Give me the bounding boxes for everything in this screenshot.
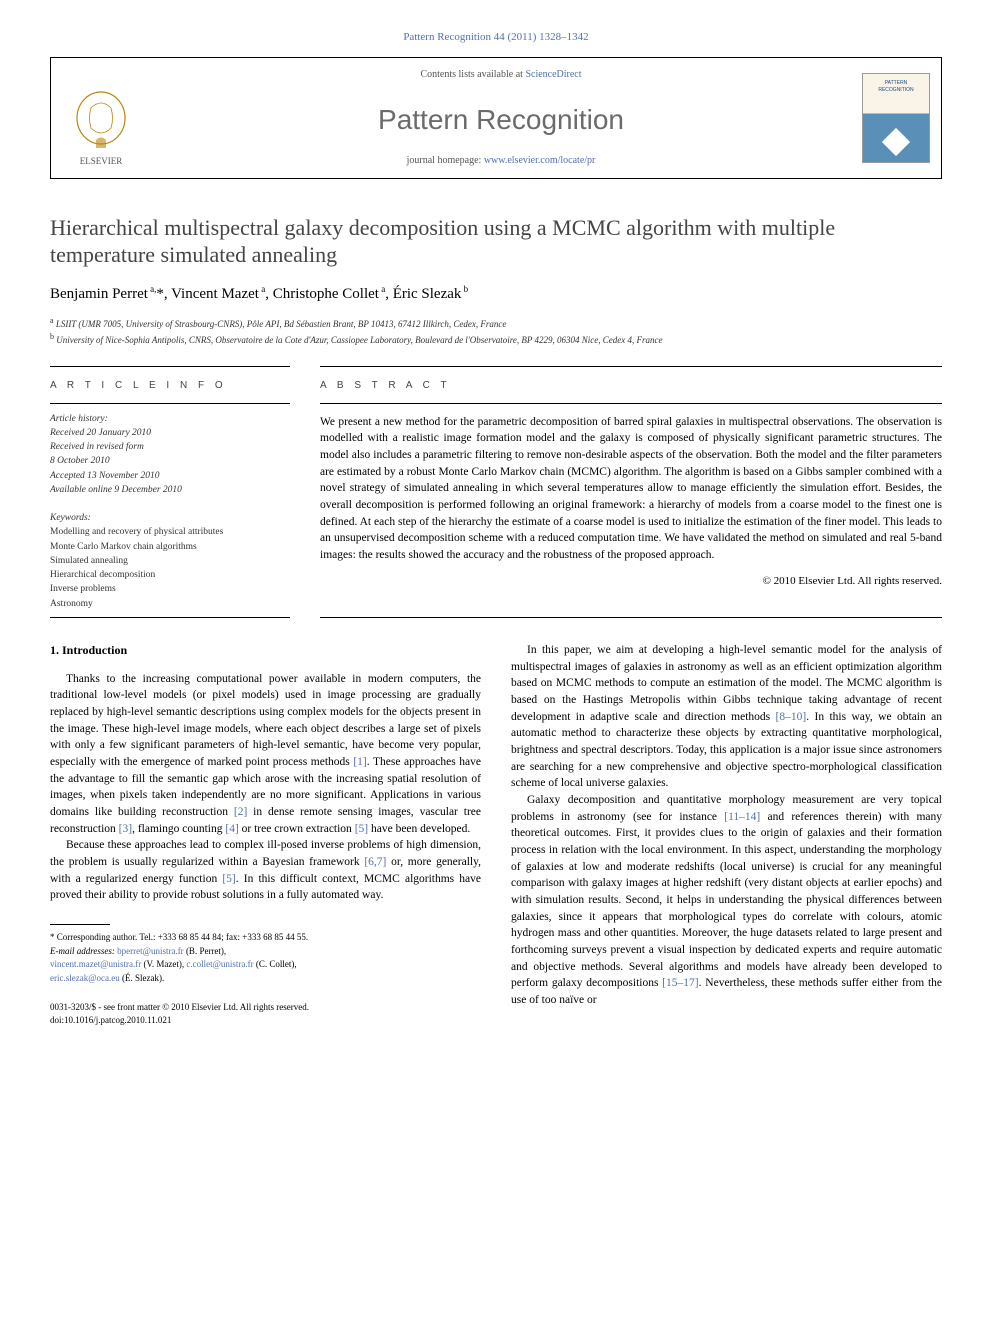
- email-perret[interactable]: bperret@unistra.fr: [117, 946, 184, 956]
- left-column: 1. Introduction Thanks to the increasing…: [50, 642, 481, 1026]
- keywords-label: Keywords:: [50, 511, 290, 525]
- ref-11-14[interactable]: [11–14]: [724, 811, 760, 823]
- keyword-3: Hierarchical decomposition: [50, 570, 155, 580]
- journal-reference: Pattern Recognition 44 (2011) 1328–1342: [50, 30, 942, 45]
- history-label: Article history:: [50, 414, 108, 424]
- footnote-rule: [50, 924, 110, 925]
- ref-5b[interactable]: [5]: [222, 873, 235, 885]
- abstract-column: A B S T R A C T We present a new method …: [320, 367, 942, 611]
- contents-lists-line: Contents lists available at ScienceDirec…: [151, 68, 851, 82]
- right-body-text: In this paper, we aim at developing a hi…: [511, 642, 942, 1009]
- issn-line: 0031-3203/$ - see front matter © 2010 El…: [50, 1001, 481, 1014]
- ref-6-7[interactable]: [6,7]: [364, 856, 386, 868]
- email-addresses: E-mail addresses: bperret@unistra.fr (B.…: [50, 945, 481, 986]
- ref-1[interactable]: [1]: [353, 756, 366, 768]
- email-label: E-mail addresses:: [50, 946, 117, 956]
- intro-para-3: In this paper, we aim at developing a hi…: [511, 642, 942, 792]
- affiliations: a LSIIT (UMR 7005, University of Strasbo…: [50, 315, 942, 348]
- email-mazet[interactable]: vincent.mazet@unistra.fr: [50, 959, 141, 969]
- received-date: Received 20 January 2010: [50, 428, 151, 438]
- keywords-block: Keywords: Modelling and recovery of phys…: [50, 511, 290, 611]
- accepted-date: Accepted 13 November 2010: [50, 471, 159, 481]
- intro-para-2: Because these approaches lead to complex…: [50, 837, 481, 904]
- affiliation-b: University of Nice-Sophia Antipolis, CNR…: [56, 335, 662, 345]
- keyword-1: Monte Carlo Markov chain algorithms: [50, 542, 197, 552]
- email-collet[interactable]: c.collet@unistra.fr: [186, 959, 253, 969]
- intro-para-1: Thanks to the increasing computational p…: [50, 671, 481, 838]
- ref-3[interactable]: [3]: [119, 823, 132, 835]
- abstract-inner-rule: [320, 403, 942, 404]
- ref-5[interactable]: [5]: [355, 823, 368, 835]
- contents-prefix: Contents lists available at: [420, 69, 525, 80]
- journal-header-box: ELSEVIER Contents lists available at Sci…: [50, 57, 942, 178]
- homepage-link[interactable]: www.elsevier.com/locate/pr: [484, 155, 596, 166]
- abstract-heading: A B S T R A C T: [320, 379, 942, 393]
- affiliation-a: LSIIT (UMR 7005, University of Strasbour…: [56, 319, 507, 329]
- abstract-bottom-rule: [320, 617, 942, 618]
- article-info-heading: A R T I C L E I N F O: [50, 379, 290, 393]
- cover-thumb-cell: [851, 58, 941, 177]
- article-title: Hierarchical multispectral galaxy decomp…: [50, 214, 942, 269]
- header-center: Contents lists available at ScienceDirec…: [151, 58, 851, 177]
- info-abstract-row: A R T I C L E I N F O Article history: R…: [50, 367, 942, 611]
- homepage-prefix: journal homepage:: [407, 155, 484, 166]
- revised-label: Received in revised form: [50, 442, 144, 452]
- publisher-logo-cell: ELSEVIER: [51, 58, 151, 177]
- journal-homepage-line: journal homepage: www.elsevier.com/locat…: [151, 154, 851, 168]
- footnotes: * Corresponding author. Tel.: +333 68 85…: [50, 931, 481, 985]
- intro-para-4: Galaxy decomposition and quantitative mo…: [511, 792, 942, 1009]
- corresponding-author: * Corresponding author. Tel.: +333 68 85…: [50, 931, 481, 945]
- journal-ref-link[interactable]: Pattern Recognition 44 (2011) 1328–1342: [403, 31, 588, 43]
- journal-title: Pattern Recognition: [151, 100, 851, 139]
- ref-8-10[interactable]: [8–10]: [776, 711, 807, 723]
- online-date: Available online 9 December 2010: [50, 485, 182, 495]
- keyword-4: Inverse problems: [50, 584, 116, 594]
- ref-15-17[interactable]: [15–17]: [662, 977, 698, 989]
- sciencedirect-link[interactable]: ScienceDirect: [525, 69, 581, 80]
- keyword-2: Simulated annealing: [50, 556, 128, 566]
- left-body-text: Thanks to the increasing computational p…: [50, 671, 481, 904]
- email-slezak[interactable]: eric.slezak@oca.eu: [50, 973, 120, 983]
- right-column: In this paper, we aim at developing a hi…: [511, 642, 942, 1026]
- ref-2[interactable]: [2]: [234, 806, 247, 818]
- abstract-text: We present a new method for the parametr…: [320, 414, 942, 564]
- authors-line: Benjamin Perret a,*, Vincent Mazet a, Ch…: [50, 283, 942, 305]
- article-info-column: A R T I C L E I N F O Article history: R…: [50, 367, 290, 611]
- section-1-heading: 1. Introduction: [50, 642, 481, 659]
- keyword-5: Astronomy: [50, 599, 93, 609]
- ref-4[interactable]: [4]: [225, 823, 238, 835]
- bottom-matter: 0031-3203/$ - see front matter © 2010 El…: [50, 1001, 481, 1026]
- svg-text:ELSEVIER: ELSEVIER: [80, 156, 123, 166]
- elsevier-logo: ELSEVIER: [66, 90, 136, 170]
- revised-date: 8 October 2010: [50, 456, 110, 466]
- info-inner-rule: [50, 403, 290, 404]
- doi-line: doi:10.1016/j.patcog.2010.11.021: [50, 1014, 481, 1027]
- journal-cover-thumbnail: [862, 73, 930, 163]
- article-history-block: Article history: Received 20 January 201…: [50, 412, 290, 498]
- info-bottom-rule: [50, 617, 290, 618]
- body-columns: 1. Introduction Thanks to the increasing…: [50, 642, 942, 1026]
- keyword-0: Modelling and recovery of physical attri…: [50, 527, 223, 537]
- abstract-copyright: © 2010 Elsevier Ltd. All rights reserved…: [320, 574, 942, 589]
